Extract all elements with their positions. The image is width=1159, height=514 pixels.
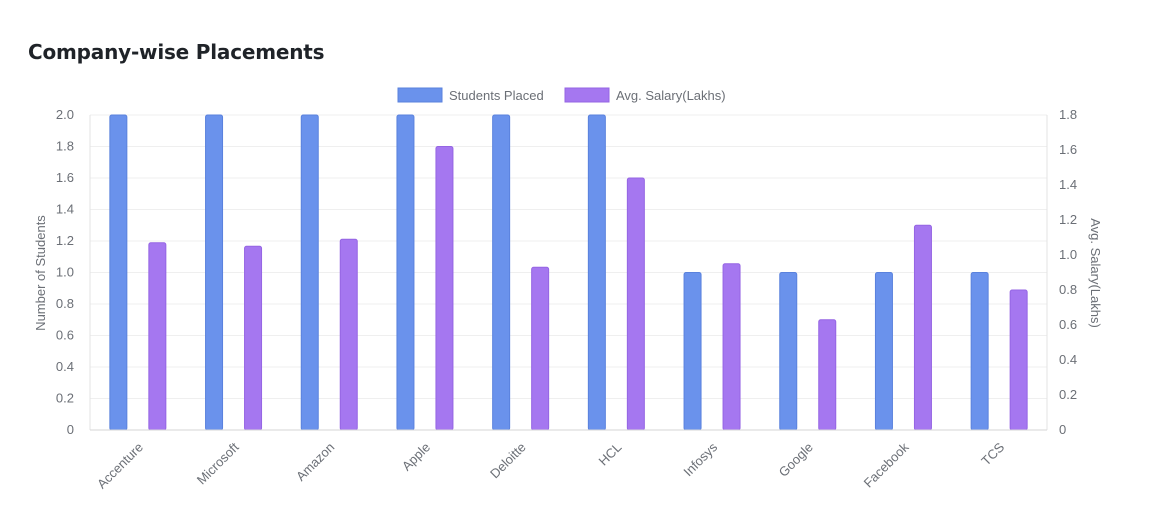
bar-avg-salary[interactable]	[913, 224, 932, 431]
bar-avg-salary[interactable]	[435, 146, 454, 431]
y2-tick-label: 1.2	[1059, 212, 1077, 227]
y-tick-label: 0	[67, 422, 74, 437]
x-tick-label: HCL	[595, 440, 624, 469]
bar-students-placed[interactable]	[300, 114, 319, 431]
bar-students-placed[interactable]	[683, 272, 702, 431]
y-tick-label: 1.6	[56, 170, 74, 185]
y2-axis-title: Avg. Salary(Lakhs)	[1088, 218, 1103, 328]
bar-students-placed[interactable]	[779, 272, 798, 431]
y-tick-label: 1.0	[56, 265, 74, 280]
legend: Students Placed Avg. Salary(Lakhs)	[397, 87, 726, 103]
bar-avg-salary[interactable]	[244, 245, 263, 431]
x-tick-label: Accenture	[94, 440, 146, 492]
bar-avg-salary[interactable]	[722, 263, 741, 431]
bar-students-placed[interactable]	[492, 114, 511, 431]
y2-tick-label: 1.8	[1059, 107, 1077, 122]
y2-tick-label: 0.6	[1059, 317, 1077, 332]
bar-avg-salary[interactable]	[531, 266, 550, 431]
y-tick-label: 0.8	[56, 296, 74, 311]
legend-swatch-students-placed[interactable]	[397, 87, 443, 103]
bar-students-placed[interactable]	[587, 114, 606, 431]
x-tick-label: Microsoft	[194, 439, 242, 487]
legend-label-avg-salary[interactable]: Avg. Salary(Lakhs)	[616, 88, 726, 103]
y-tick-label: 0.2	[56, 391, 74, 406]
y-tick-label: 1.4	[56, 202, 74, 217]
x-tick-label: Deloitte	[487, 440, 529, 482]
x-tick-label: Google	[776, 440, 816, 480]
bar-avg-salary[interactable]	[626, 177, 645, 431]
y-tick-label: 1.8	[56, 139, 74, 154]
y-tick-label: 0.4	[56, 359, 74, 374]
y-tick-label: 1.2	[56, 233, 74, 248]
bar-avg-salary[interactable]	[818, 319, 837, 431]
legend-swatch-avg-salary[interactable]	[564, 87, 610, 103]
y2-tick-label: 0.4	[1059, 352, 1077, 367]
y-axis-title: Number of Students	[33, 215, 48, 331]
y-tick-label: 2.0	[56, 107, 74, 122]
x-tick-label: Apple	[399, 440, 433, 474]
y2-tick-label: 0.8	[1059, 282, 1077, 297]
bar-avg-salary[interactable]	[339, 238, 358, 431]
legend-label-students-placed[interactable]: Students Placed	[449, 88, 544, 103]
bar-students-placed[interactable]	[205, 114, 224, 431]
bar-students-placed[interactable]	[874, 272, 893, 431]
y-tick-label: 0.6	[56, 328, 74, 343]
x-tick-label: TCS	[978, 439, 1007, 468]
bar-students-placed[interactable]	[109, 114, 128, 431]
y2-tick-label: 0.2	[1059, 387, 1077, 402]
y2-tick-label: 0	[1059, 422, 1066, 437]
bar-avg-salary[interactable]	[148, 242, 167, 431]
page-title: Company-wise Placements	[28, 40, 325, 64]
x-tick-label: Infosys	[680, 439, 720, 479]
grid-layer	[90, 114, 1047, 431]
bar-students-placed[interactable]	[970, 272, 989, 431]
bar-avg-salary[interactable]	[1009, 289, 1028, 431]
x-tick-label: Amazon	[293, 440, 337, 484]
y2-tick-label: 1.6	[1059, 142, 1077, 157]
y2-tick-label: 1.4	[1059, 177, 1077, 192]
y2-tick-label: 1.0	[1059, 247, 1077, 262]
x-tick-label: Facebook	[861, 439, 912, 490]
bar-students-placed[interactable]	[396, 114, 415, 431]
